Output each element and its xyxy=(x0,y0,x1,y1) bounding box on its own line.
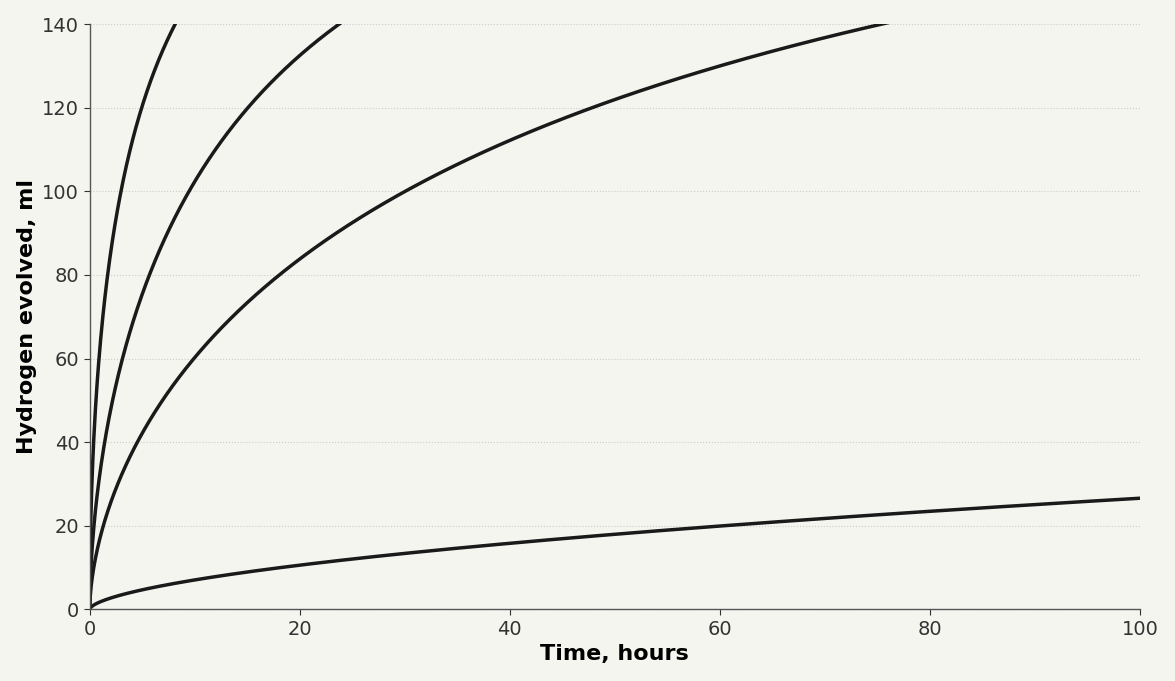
Y-axis label: Hydrogen evolved, ml: Hydrogen evolved, ml xyxy=(16,179,36,454)
X-axis label: Time, hours: Time, hours xyxy=(540,644,690,665)
